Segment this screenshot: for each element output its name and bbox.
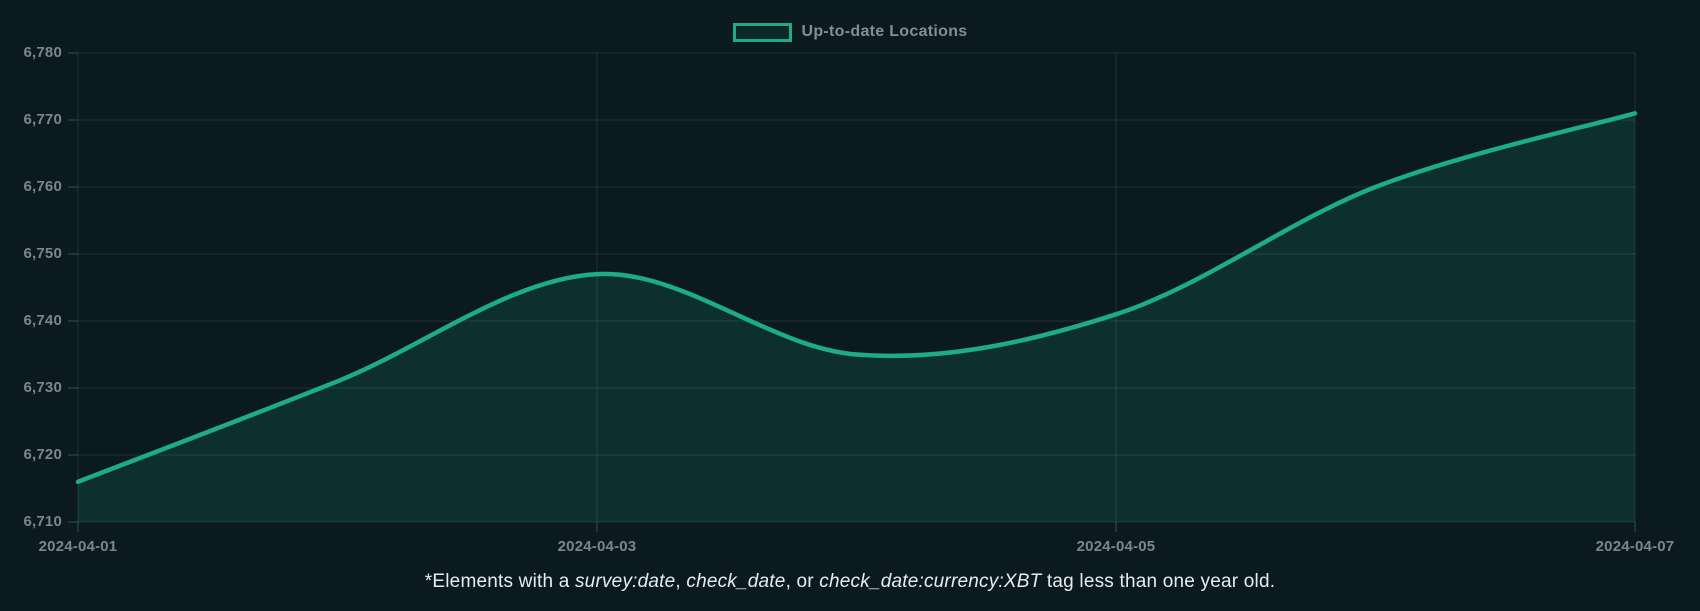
y-axis-tick-label: 6,750 xyxy=(23,245,62,262)
footnote-tag-name: check_date:currency:XBT xyxy=(819,571,1042,592)
y-axis-tick-label: 6,710 xyxy=(23,513,62,530)
footnote-text: *Elements with a xyxy=(424,571,575,592)
y-axis-tick-label: 6,740 xyxy=(23,312,62,329)
legend-label: Up-to-date Locations xyxy=(801,23,968,40)
footnote-tag-name: check_date xyxy=(686,571,786,592)
legend-series-swatch-icon xyxy=(732,22,792,42)
y-axis-tick-label: 6,770 xyxy=(23,111,62,128)
y-axis-tick-label: 6,720 xyxy=(23,446,62,463)
series-area-fill xyxy=(78,113,1635,523)
x-axis-tick-label: 2024-04-07 xyxy=(1595,538,1675,555)
x-axis-tick-label: 2024-04-01 xyxy=(38,538,118,555)
chart-footnote: *Elements with a survey:date, check_date… xyxy=(0,568,1700,596)
y-axis-tick-label: 6,760 xyxy=(23,178,62,195)
series-line xyxy=(75,111,1638,485)
x-axis-tick-label: 2024-04-03 xyxy=(557,538,637,555)
footnote-tag-name: survey:date xyxy=(574,571,676,592)
chart-legend[interactable]: Up-to-date Locations xyxy=(0,20,1700,44)
y-axis-tick-label: 6,780 xyxy=(23,44,62,61)
footnote-text: tag less than one year old. xyxy=(1041,571,1276,592)
y-axis-tick-label: 6,730 xyxy=(23,379,62,396)
footnote-text: , xyxy=(675,571,687,592)
x-axis-tick-label: 2024-04-05 xyxy=(1076,538,1156,555)
footnote-text: , or xyxy=(785,571,820,592)
